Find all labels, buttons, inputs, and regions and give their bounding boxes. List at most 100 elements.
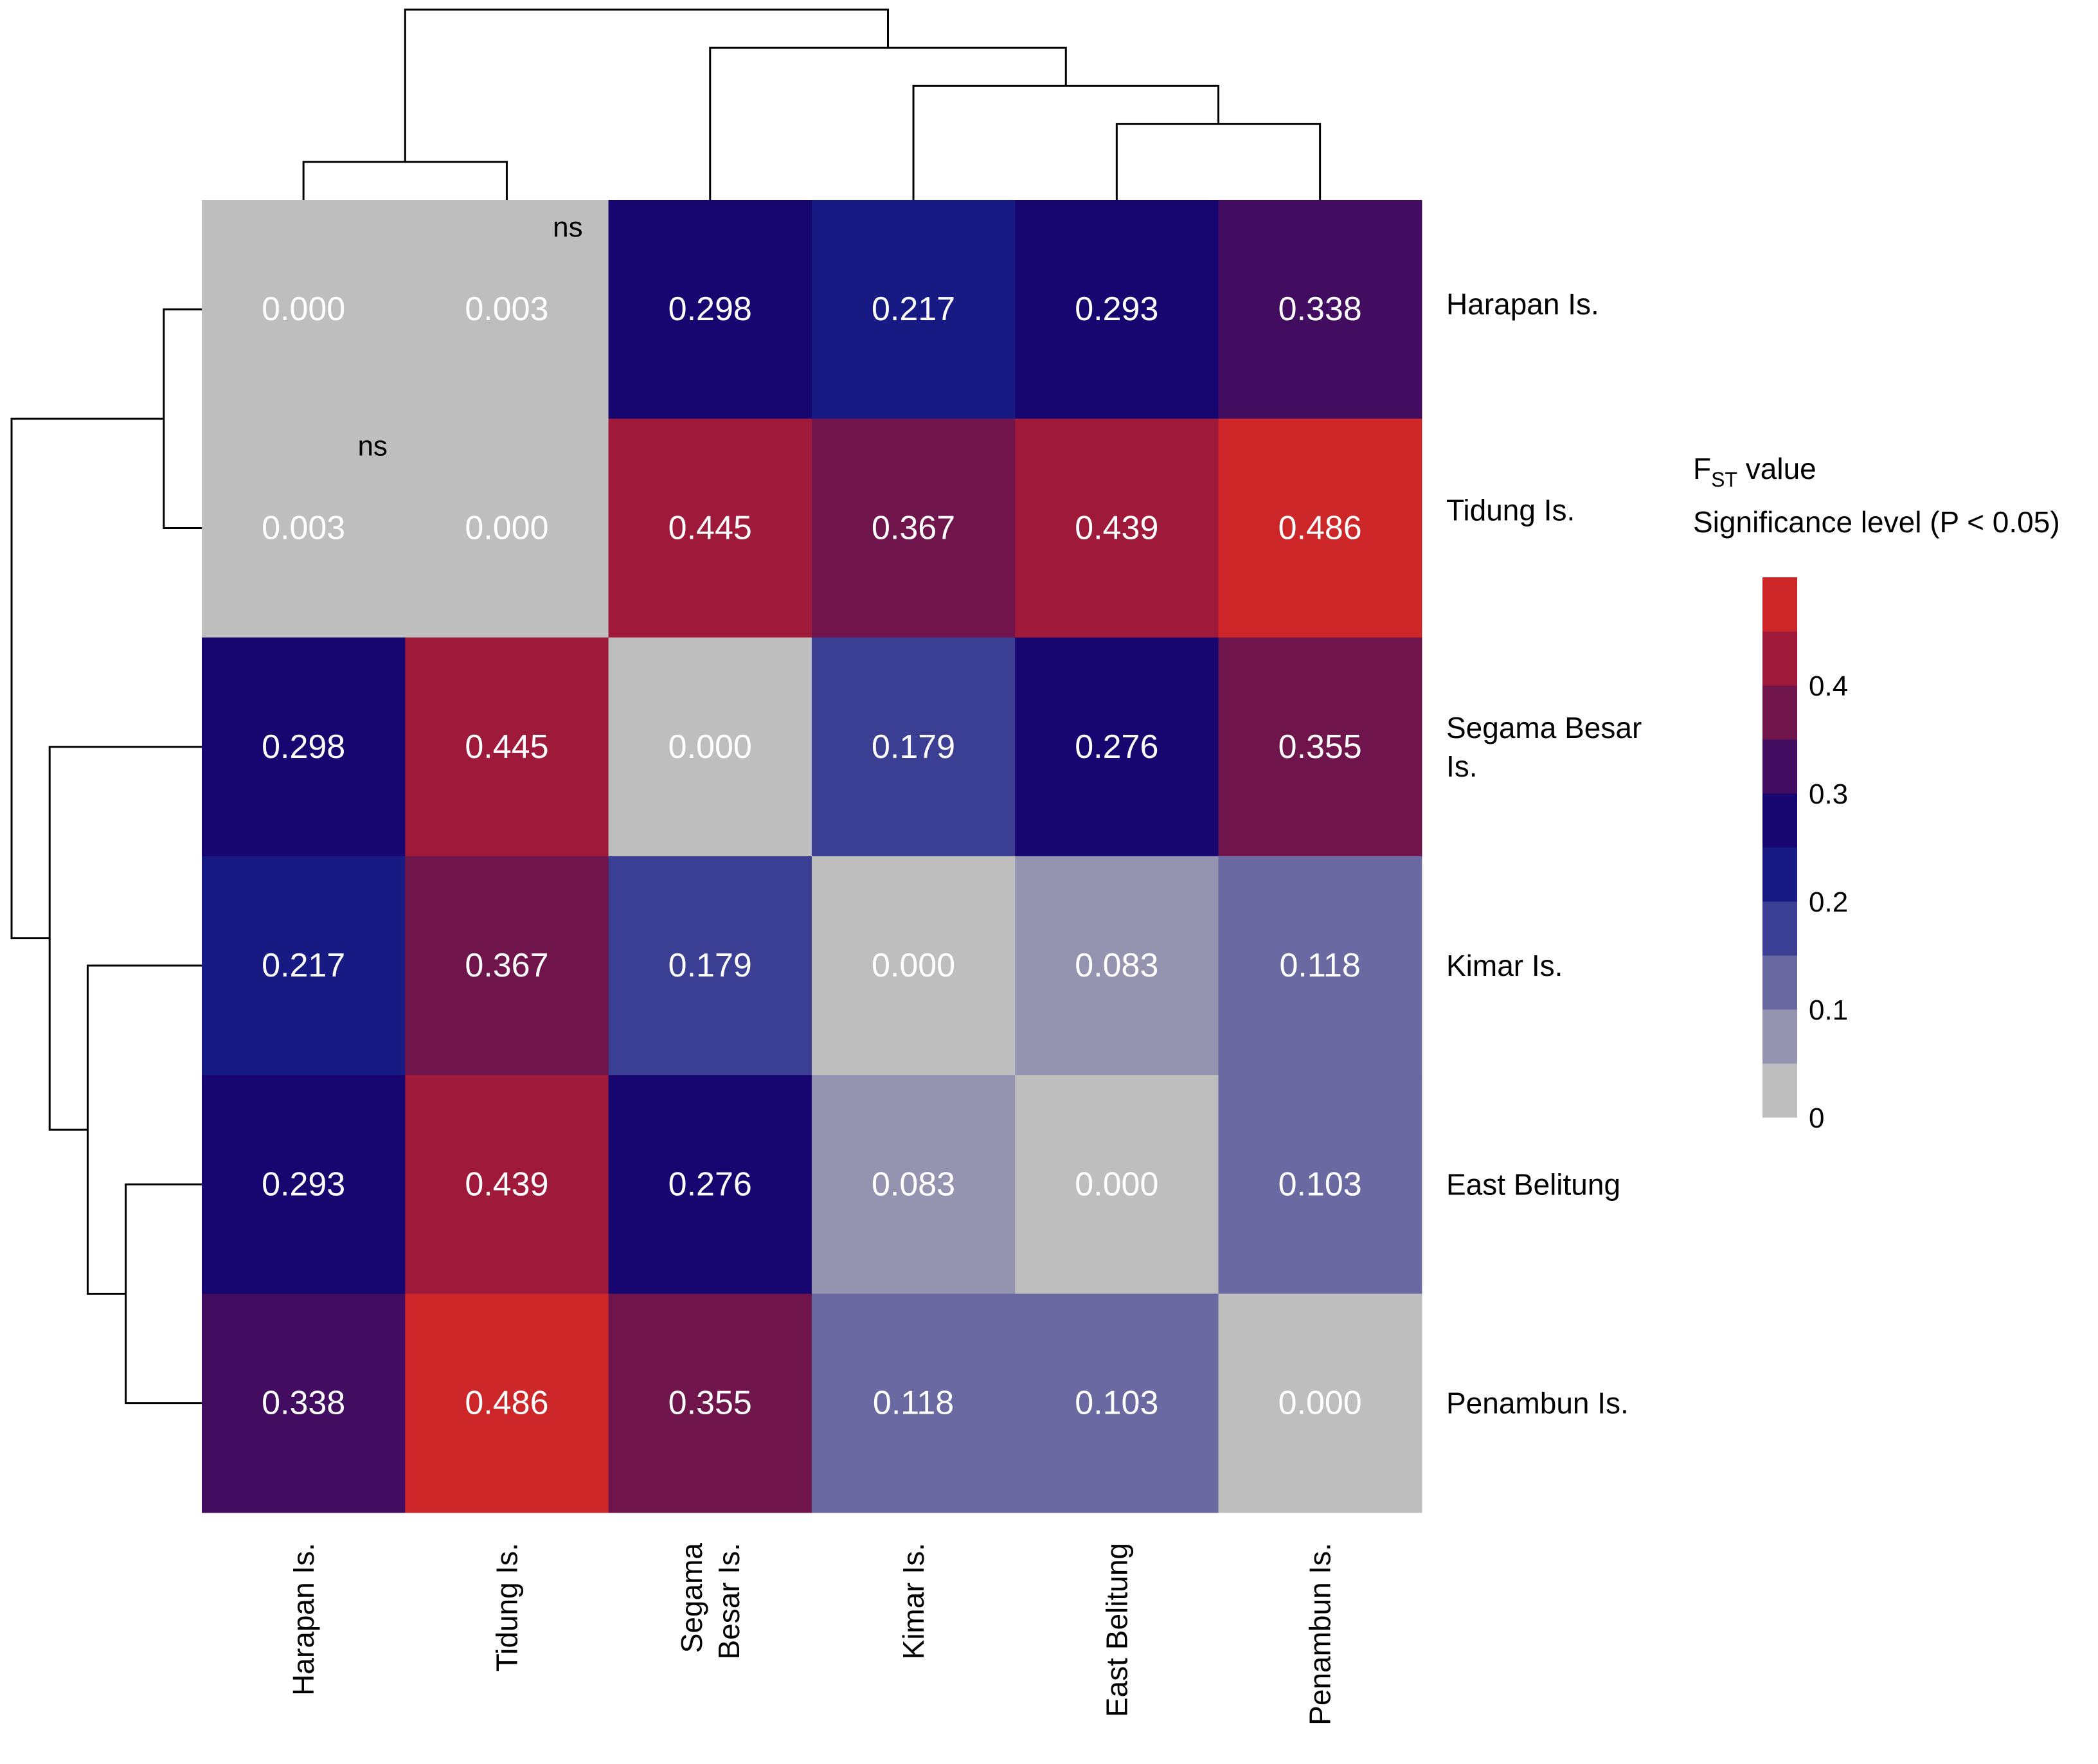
legend-bin-3: [1762, 901, 1797, 956]
heatmap-cell-r1-c4: [1015, 419, 1219, 638]
cell-value-r5-c5: 0.000: [1278, 1385, 1362, 1422]
cell-value-r4-c0: 0.293: [262, 1166, 345, 1203]
cell-value-r3-c3: 0.000: [872, 947, 955, 984]
heatmap-cell-r1-c5: [1218, 419, 1422, 638]
column-labels: Harapan Is. Tidung Is. Segama Besar Is. Kima…: [287, 1543, 1336, 1725]
heatmap-cell-r5-c5: [1218, 1293, 1422, 1513]
row-label-4: East Belitung: [1446, 1167, 1620, 1201]
row-label-5: Penambun Is.: [1446, 1387, 1629, 1420]
cell-value-r0-c3: 0.217: [872, 291, 955, 328]
cell-value-r2-c1: 0.445: [465, 728, 548, 766]
heatmap-cell-r2-c3: [811, 637, 1016, 857]
legend-title-rest: value: [1737, 452, 1816, 485]
row-label-0: Harapan Is.: [1446, 287, 1599, 321]
heatmap-cell-r0-c5: [1218, 200, 1422, 419]
row-dendrogram-branch-4: [10, 417, 164, 940]
heatmap-cell-r2-c2: [608, 637, 812, 857]
column-dendrogram-branch-1: [912, 84, 1219, 200]
heatmap-cell-r3-c4: [1015, 856, 1219, 1076]
legend-ticks: 0 0.1 0.2 0.3 0.4: [1809, 670, 1848, 1134]
legend-title: FST value: [1693, 452, 1816, 491]
row-labels: Harapan Is. Tidung Is. Segama Besar Is. Kima…: [1446, 287, 1642, 1419]
cell-value-r4-c4: 0.000: [1075, 1166, 1158, 1203]
heatmap-cell-r4-c1: [405, 1075, 609, 1295]
cell-value-r2-c4: 0.276: [1075, 728, 1158, 766]
cell-value-r2-c2: 0.000: [668, 728, 752, 766]
heatmap-cell-r2-c1: [405, 637, 609, 857]
legend-bin-8: [1762, 631, 1797, 686]
heatmap-cell-r5-c4: [1015, 1293, 1219, 1513]
column-label-5: Penambun Is.: [1304, 1543, 1337, 1725]
heatmap-cell-r3-c0: [202, 856, 406, 1076]
heatmap-cell-r0-c0: [202, 200, 406, 419]
cell-value-r3-c5: 0.118: [1280, 947, 1361, 984]
cell-value-r3-c1: 0.367: [465, 947, 548, 984]
heatmap-cell-r2-c0: [202, 637, 406, 857]
cell-value-r3-c2: 0.179: [668, 947, 752, 984]
cell-value-r0-c4: 0.293: [1075, 291, 1158, 328]
legend-tick-label-2: 0.2: [1809, 887, 1848, 918]
heatmap-cell-r2-c4: [1015, 637, 1219, 857]
legend-tick-label-3: 0.3: [1809, 779, 1848, 810]
cell-value-r5-c4: 0.103: [1075, 1385, 1158, 1422]
column-dendrogram: [302, 8, 1322, 200]
heatmap-cell-r5-c0: [202, 1293, 406, 1513]
cell-value-r4-c1: 0.439: [465, 1166, 548, 1203]
cell-value-r2-c3: 0.179: [872, 728, 955, 766]
legend-bin-4: [1762, 847, 1797, 902]
row-dendrogram: [10, 308, 202, 1405]
heatmap-cell-r5-c1: [405, 1293, 609, 1513]
legend-title-subscript: ST: [1711, 468, 1737, 491]
heatmap-cell-r4-c4: [1015, 1075, 1219, 1295]
heatmap-cell-r5-c2: [608, 1293, 812, 1513]
heatmap-cell-r4-c3: [811, 1075, 1016, 1295]
cell-value-r1-c1: 0.000: [465, 509, 548, 546]
cell-value-r1-c3: 0.367: [872, 509, 955, 546]
legend-tick-label-4: 0.4: [1809, 670, 1848, 702]
legend-bin-5: [1762, 793, 1797, 848]
heatmap-cell-r3-c5: [1218, 856, 1422, 1076]
heatmap-value-labels: 0.000 0.003 ns 0.298 0.217 0.293 0.338 0.003 ns 0…: [262, 212, 1362, 1422]
heatmap-cell-r1-c3: [811, 419, 1016, 638]
heatmap-cell-r1-c1: [405, 419, 609, 638]
legend-bin-7: [1762, 685, 1797, 740]
cell-value-r1-c0: 0.003: [262, 509, 345, 546]
legend-bin-9: [1762, 577, 1797, 632]
column-label-1: Tidung Is.: [490, 1543, 523, 1671]
heatmap-cell-r5-c3: [811, 1293, 1016, 1513]
cell-value-r0-c1: 0.003: [465, 291, 548, 328]
legend-bin-0: [1762, 1063, 1797, 1118]
heatmap-cell-r1-c2: [608, 419, 812, 638]
heatmap-cell-r3-c1: [405, 856, 609, 1076]
cell-value-r0-c2: 0.298: [668, 291, 752, 328]
heatmap-cell-r0-c3: [811, 200, 1016, 419]
legend-title-main: F: [1693, 452, 1711, 485]
heatmap-cell-r4-c2: [608, 1075, 812, 1295]
cell-value-r3-c4: 0.083: [1075, 947, 1158, 984]
legend-tick-label-1: 0.1: [1809, 995, 1848, 1026]
legend-bin-1: [1762, 1009, 1797, 1064]
cell-value-r4-c2: 0.276: [668, 1166, 752, 1203]
cell-value-r0-c0: 0.000: [262, 291, 345, 328]
row-dendrogram-branch-3: [48, 746, 202, 1131]
heatmap-cell-r4-c0: [202, 1075, 406, 1295]
row-dendrogram-branch-1: [86, 964, 202, 1295]
row-label-2: Segama Besar Is.: [1446, 711, 1642, 783]
cell-value-r1-c4: 0.439: [1075, 509, 1158, 546]
cell-value-r1-c2: 0.445: [668, 509, 752, 546]
ns-label-r1-c0: ns: [357, 430, 387, 462]
legend-bin-2: [1762, 955, 1797, 1010]
legend-bin-6: [1762, 739, 1797, 794]
legend-subtitle: Significance level (P < 0.05): [1693, 505, 2060, 539]
cell-value-r5-c0: 0.338: [262, 1385, 345, 1422]
column-label-3: Kimar Is.: [897, 1543, 930, 1659]
column-dendrogram-branch-4: [404, 8, 890, 162]
cell-value-r4-c3: 0.083: [872, 1166, 955, 1203]
legend-color-bar: [1762, 577, 1797, 1118]
row-label-1: Tidung Is.: [1446, 493, 1575, 526]
heatmap-cell-r0-c4: [1015, 200, 1219, 419]
column-dendrogram-branch-0: [1115, 123, 1322, 200]
cell-value-r2-c5: 0.355: [1278, 728, 1362, 766]
heatmap-cells: [202, 200, 1422, 1513]
